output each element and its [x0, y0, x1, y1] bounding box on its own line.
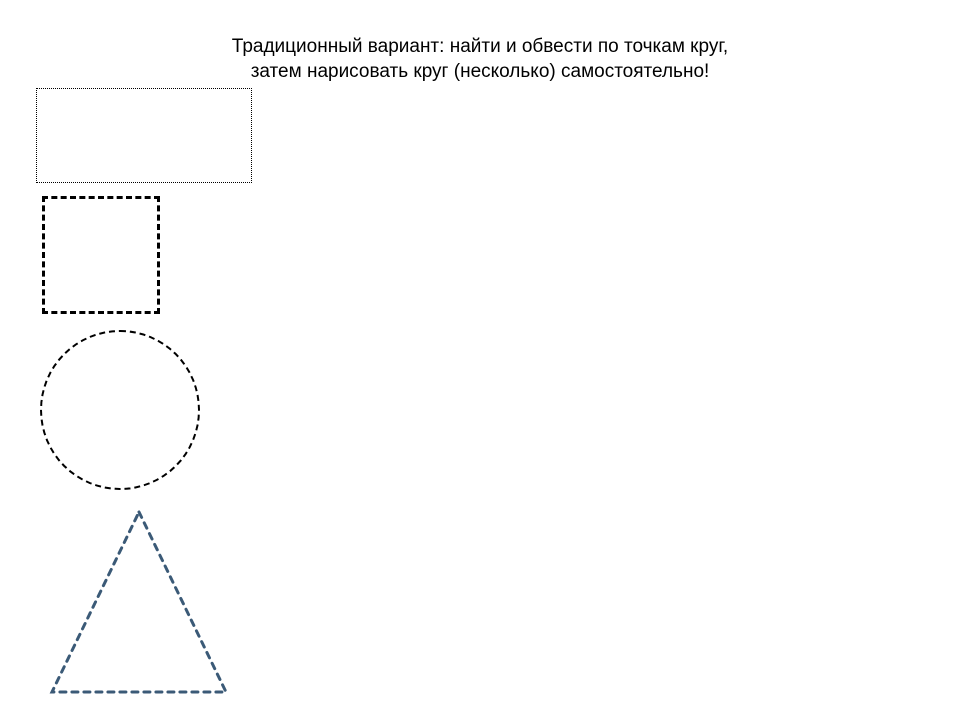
- instruction-line-1: Традиционный вариант: найти и обвести по…: [0, 35, 960, 60]
- shape-circle: [40, 330, 200, 490]
- shape-rectangle-wide: [36, 88, 252, 183]
- shape-triangle: [48, 508, 230, 696]
- instruction-title: Традиционный вариант: найти и обвести по…: [0, 35, 960, 84]
- shape-square: [42, 196, 160, 314]
- triangle-svg: [48, 508, 230, 696]
- instruction-line-2: затем нарисовать круг (несколько) самост…: [0, 60, 960, 85]
